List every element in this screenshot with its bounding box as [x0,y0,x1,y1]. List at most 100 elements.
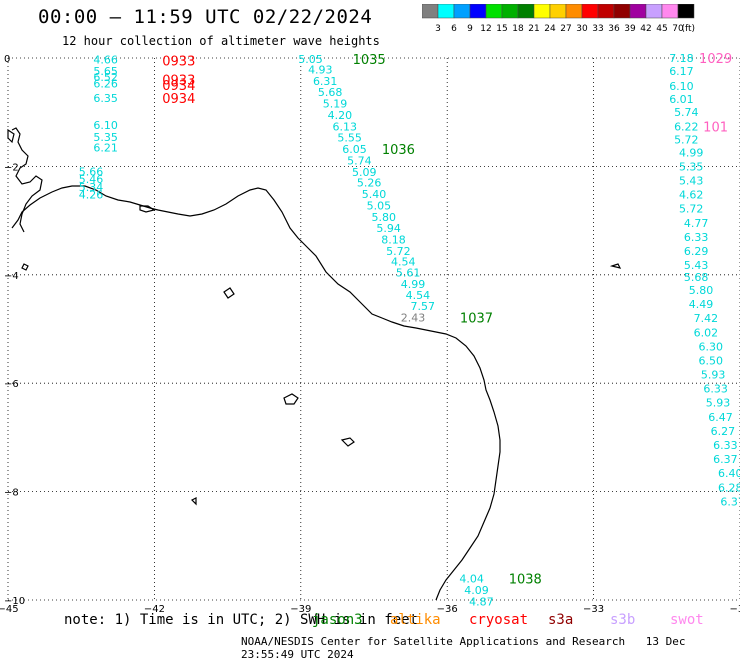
satellite-swot: swot [670,612,704,628]
wave-height-value: 6.50 [698,354,723,367]
wave-height-value: 4.62 [679,189,704,202]
wave-height-value: 5.55 [337,132,362,145]
wave-height-value: 6.33 [713,439,738,452]
wave-height-value: 5.35 [679,160,704,173]
wave-height-value: 5.43 [679,174,704,187]
wave-height-value: 6.10 [669,80,694,93]
legend-tick-label: 9 [467,24,473,34]
wave-height-value: 5.93 [706,397,731,410]
wave-height-value: 7.57 [411,300,436,313]
wave-height-value: 6.13 [332,120,357,133]
wave-height-value: 6.29 [684,245,709,258]
wave-height-value: 5.61 [396,267,421,280]
wave-height-value: 6.22 [674,120,699,133]
wave-height-value: 6.40 [718,467,740,480]
legend-tick-label: 70 [672,24,684,34]
wave-height-value: 6.35 [93,92,118,105]
wave-height-value: 6.37 [713,453,738,466]
wave-height-value: 6.30 [698,340,723,353]
wave-height-value: 5.74 [674,106,699,119]
pass-time-label: 101 [703,120,728,135]
wave-height-value: 6.26 [93,77,118,90]
wave-height-value: 2.43 [401,312,426,325]
wave-height-value: 5.34 [79,181,104,194]
y-tick-label: −2 [4,162,19,173]
satellite-s3b: s3b [610,612,636,628]
pass-time-label: 0933 [162,74,195,89]
brazil-coastline [11,185,501,601]
wave-height-value: 5.35 [93,131,118,144]
wave-height-value: 5.05 [367,199,392,212]
island-small-8 [190,497,197,506]
wave-height-value: 5.09 [352,166,377,179]
x-tick-label: −30 [729,604,740,615]
wave-height-labels: 4.665.656.526.266.356.105.356.215.665.46… [79,52,740,609]
pass-time-label: 1029 [699,52,732,67]
wave-height-color-legend: 3 6 9 12 15 18 21 24 27 30 33 36 39 42 45 70(ft) [422,4,695,34]
wave-height-value: 4.26 [79,189,104,202]
wave-height-value: 4.93 [308,63,333,76]
legend-tick-label: 18 [512,24,524,34]
wave-height-value: 7.18 [669,52,694,65]
wave-height-value: 4.54 [391,255,416,268]
wave-height-value: 5.19 [323,98,348,111]
wave-height-value: 6.05 [342,143,367,156]
wave-height-value: 6.28 [718,481,740,494]
wave-height-value: 6.10 [93,119,118,132]
legend-tick-label: 15 [496,24,507,34]
y-tick-label: −10 [4,596,25,607]
footer-credit: NOAA/NESDIS Center for Satellite Applica… [241,635,626,648]
y-tick-label: −6 [4,379,19,390]
wave-height-value: 4.04 [459,572,484,585]
footer: NOAA/NESDIS Center for Satellite Applica… [241,635,740,661]
wave-height-value: 6.21 [93,141,118,154]
wave-height-value: 6.31 [313,75,338,88]
island-small-3 [139,205,156,213]
island-small-2 [21,263,29,271]
satellite-altika: altika [390,612,441,628]
wave-height-value: 6.52 [93,71,118,84]
wave-height-value: 5.93 [701,369,726,382]
x-tick-label: −42 [144,604,165,615]
wave-height-value: 7.42 [694,312,719,325]
y-tick-label: −8 [4,488,19,499]
note-row: note: 1) Time is in UTC; 2) SWH is in fe… [64,612,704,628]
wave-height-value: 4.09 [464,584,489,597]
pass-time-label: 0934 [162,92,195,107]
wave-height-value: 4.20 [328,109,353,122]
wave-height-value: 5.40 [362,188,387,201]
note-text: note: 1) Time is in UTC; 2) SWH is in fe… [64,612,419,628]
wave-height-value: 5.72 [386,245,411,258]
wave-height-value: 6.17 [669,65,694,78]
wave-height-value: 6.37 [720,495,740,508]
wave-height-value: 6.02 [694,326,719,339]
legend-tick-label: 6 [451,24,457,34]
wave-height-value: 6.47 [708,411,733,424]
wave-height-value: 5.46 [79,173,104,186]
x-tick-label: −36 [437,604,458,615]
legend-tick-label: 30 [576,24,588,34]
legend-tick-label: 36 [608,24,620,34]
wave-height-value: 6.33 [684,231,709,244]
coastline [7,127,622,601]
wave-height-value: 5.66 [79,165,104,178]
wave-height-value: 4.99 [401,278,426,291]
pass-time-label: 0933 [162,55,195,70]
wave-height-value: 5.65 [93,65,118,78]
wave-height-value: 6.27 [711,425,736,438]
wave-height-value: 5.74 [347,154,372,167]
legend-tick-label: 12 [480,24,491,34]
island-small-1 [7,128,15,144]
island-small-5 [283,393,299,405]
page-title: 00:00 – 11:59 UTC 02/22/2024 [38,6,373,28]
legend-tick-label: 21 [528,24,539,34]
island-small-4 [223,287,235,299]
legend-tick-label: 39 [624,24,636,34]
wave-height-value: 5.26 [357,177,382,190]
legend-swatch [677,4,695,19]
wave-height-value: 4.54 [406,289,431,302]
pass-time-label: 1038 [509,572,542,587]
wave-height-value: 5.72 [674,133,699,146]
page-subtitle: 12 hour collection of altimeter wave hei… [62,34,380,48]
